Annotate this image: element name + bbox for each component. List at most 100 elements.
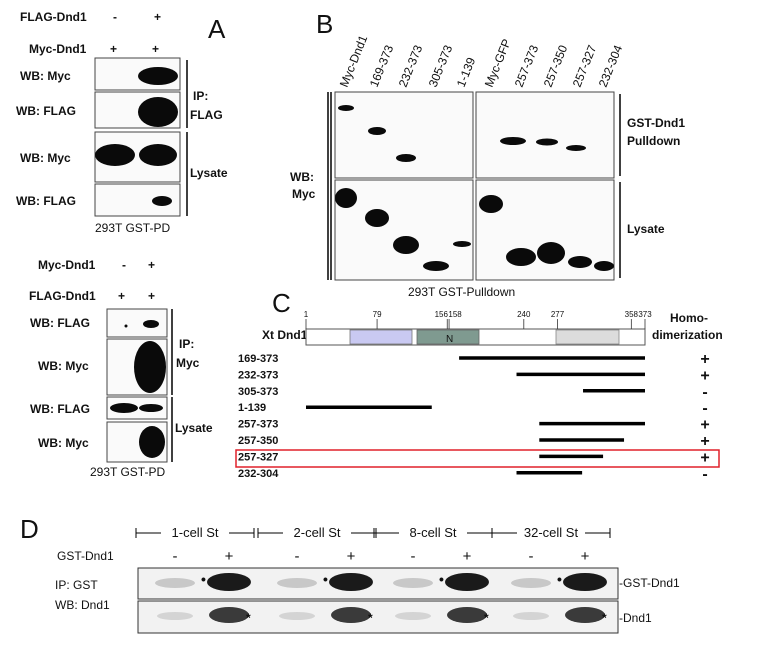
ip-label: IP: GST [55, 578, 98, 592]
lane-label: 257-350 [541, 43, 571, 89]
wb-label: Myc [292, 187, 316, 201]
blot-band [329, 573, 373, 591]
blot-band [277, 578, 317, 588]
blot-band [511, 578, 551, 588]
blot-band [594, 261, 614, 271]
highlight-box [235, 449, 720, 468]
blot-band [110, 403, 138, 413]
construct-label: 169-373 [238, 353, 278, 365]
dimerization-result: + [700, 351, 709, 368]
right-label-dnd1: -Dnd1 [619, 611, 652, 625]
panel-a-top: A FLAG-Dnd1 Myc-Dnd1 - + + + WB: Myc WB:… [16, 10, 228, 235]
blot-band [138, 97, 178, 127]
plus-sign: + [225, 548, 234, 565]
stage-label: 8-cell St [410, 525, 457, 540]
stage-label: 32-cell St [524, 525, 579, 540]
dot-mark: • [439, 571, 444, 587]
right-label-gst: -GST-Dnd1 [619, 576, 680, 590]
blot-band [500, 137, 526, 145]
blot-band [568, 256, 592, 268]
dimerization-result: + [700, 417, 709, 434]
blot-band [134, 341, 166, 393]
tick-label: 156 [435, 310, 449, 319]
rrm-domain [349, 329, 413, 345]
panel-a-sign: + [152, 42, 159, 56]
panel-a-footer: 293T GST-PD [90, 465, 165, 479]
lane-label: 257-373 [512, 43, 542, 89]
star-mark: * [246, 611, 251, 625]
construct-label: 257-327 [238, 451, 278, 463]
ip-label: IP: [193, 89, 208, 103]
lane-label: 257-327 [570, 43, 600, 89]
lane-label: 305-373 [426, 43, 456, 89]
star-mark: * [602, 611, 607, 625]
panel-a-sign: + [110, 42, 117, 56]
panel-a-sign: + [148, 258, 155, 272]
panel-a-sign: + [154, 10, 161, 24]
stage-label: 2-cell St [294, 525, 341, 540]
blot-band [209, 607, 249, 623]
panel-a-footer: 293T GST-PD [95, 221, 170, 235]
blot-band [453, 241, 471, 247]
panel-a-row-label-myc: Myc-Dnd1 [29, 42, 87, 56]
panel-a-row-label-flag: FLAG-Dnd1 [20, 10, 87, 24]
ip-sub-label: Myc [176, 356, 200, 370]
minus-sign: - [173, 548, 178, 565]
tick-label: 373 [638, 310, 652, 319]
blot-band [566, 145, 586, 151]
column-header: Homo- [670, 311, 708, 325]
blot-band [139, 426, 165, 458]
protein-label: Xt Dnd1 [262, 328, 308, 342]
blot-label: WB: Myc [20, 151, 71, 165]
panel-c-letter: C [272, 288, 291, 318]
blot-label: WB: Myc [20, 69, 71, 83]
blot-band [157, 612, 193, 620]
blot-band [143, 320, 159, 328]
panel-a-sign: - [113, 10, 117, 24]
blot-band [393, 236, 419, 254]
blot-label: WB: Myc [38, 436, 89, 450]
blot-band [335, 188, 357, 208]
blot-band [537, 242, 565, 264]
tick-label: 277 [551, 310, 565, 319]
blot-band [95, 144, 135, 166]
panel-a-sign: + [148, 289, 155, 303]
blot-label: WB: FLAG [16, 194, 76, 208]
construct-label: 257-350 [238, 435, 278, 447]
blot-band [279, 612, 315, 620]
panel-a-letter: A [208, 14, 226, 44]
blot-band [395, 612, 431, 620]
stage-label: 1-cell St [172, 525, 219, 540]
construct-rows: 169-373 +232-373 +305-373 - 1-139 - 257-373 +25… [238, 351, 710, 483]
wb-label: WB: Dnd1 [55, 598, 110, 612]
blot-band [368, 127, 386, 135]
blot-band [139, 404, 163, 412]
blot-label: WB: FLAG [30, 402, 90, 416]
blot-band [152, 196, 172, 206]
construct-label: 1-139 [238, 402, 266, 414]
panel-a-sign: + [118, 289, 125, 303]
blot-band [331, 607, 371, 623]
pulldown-label: Pulldown [627, 134, 680, 148]
blot-band [207, 573, 251, 591]
ip-sub-label: FLAG [190, 108, 223, 122]
blot-band [479, 195, 503, 213]
ip-label: IP: [179, 337, 194, 351]
blot-label: WB: FLAG [16, 104, 76, 118]
blot-label: WB: FLAG [30, 316, 90, 330]
lane-label: 169-373 [367, 43, 397, 89]
lane-label: 232-373 [396, 43, 426, 89]
tick-label: 158 [448, 310, 462, 319]
dimerization-result: - [702, 384, 707, 401]
lane-label: Myc-Dnd1 [337, 33, 371, 89]
construct-label: 305-373 [238, 386, 278, 398]
blot-label: WB: Myc [38, 359, 89, 373]
dot-mark: • [201, 571, 206, 587]
blot-band [445, 573, 489, 591]
construct-label: 232-373 [238, 369, 278, 381]
blot-band [139, 144, 177, 166]
dimerization-result: + [700, 367, 709, 384]
star-mark: * [484, 611, 489, 625]
